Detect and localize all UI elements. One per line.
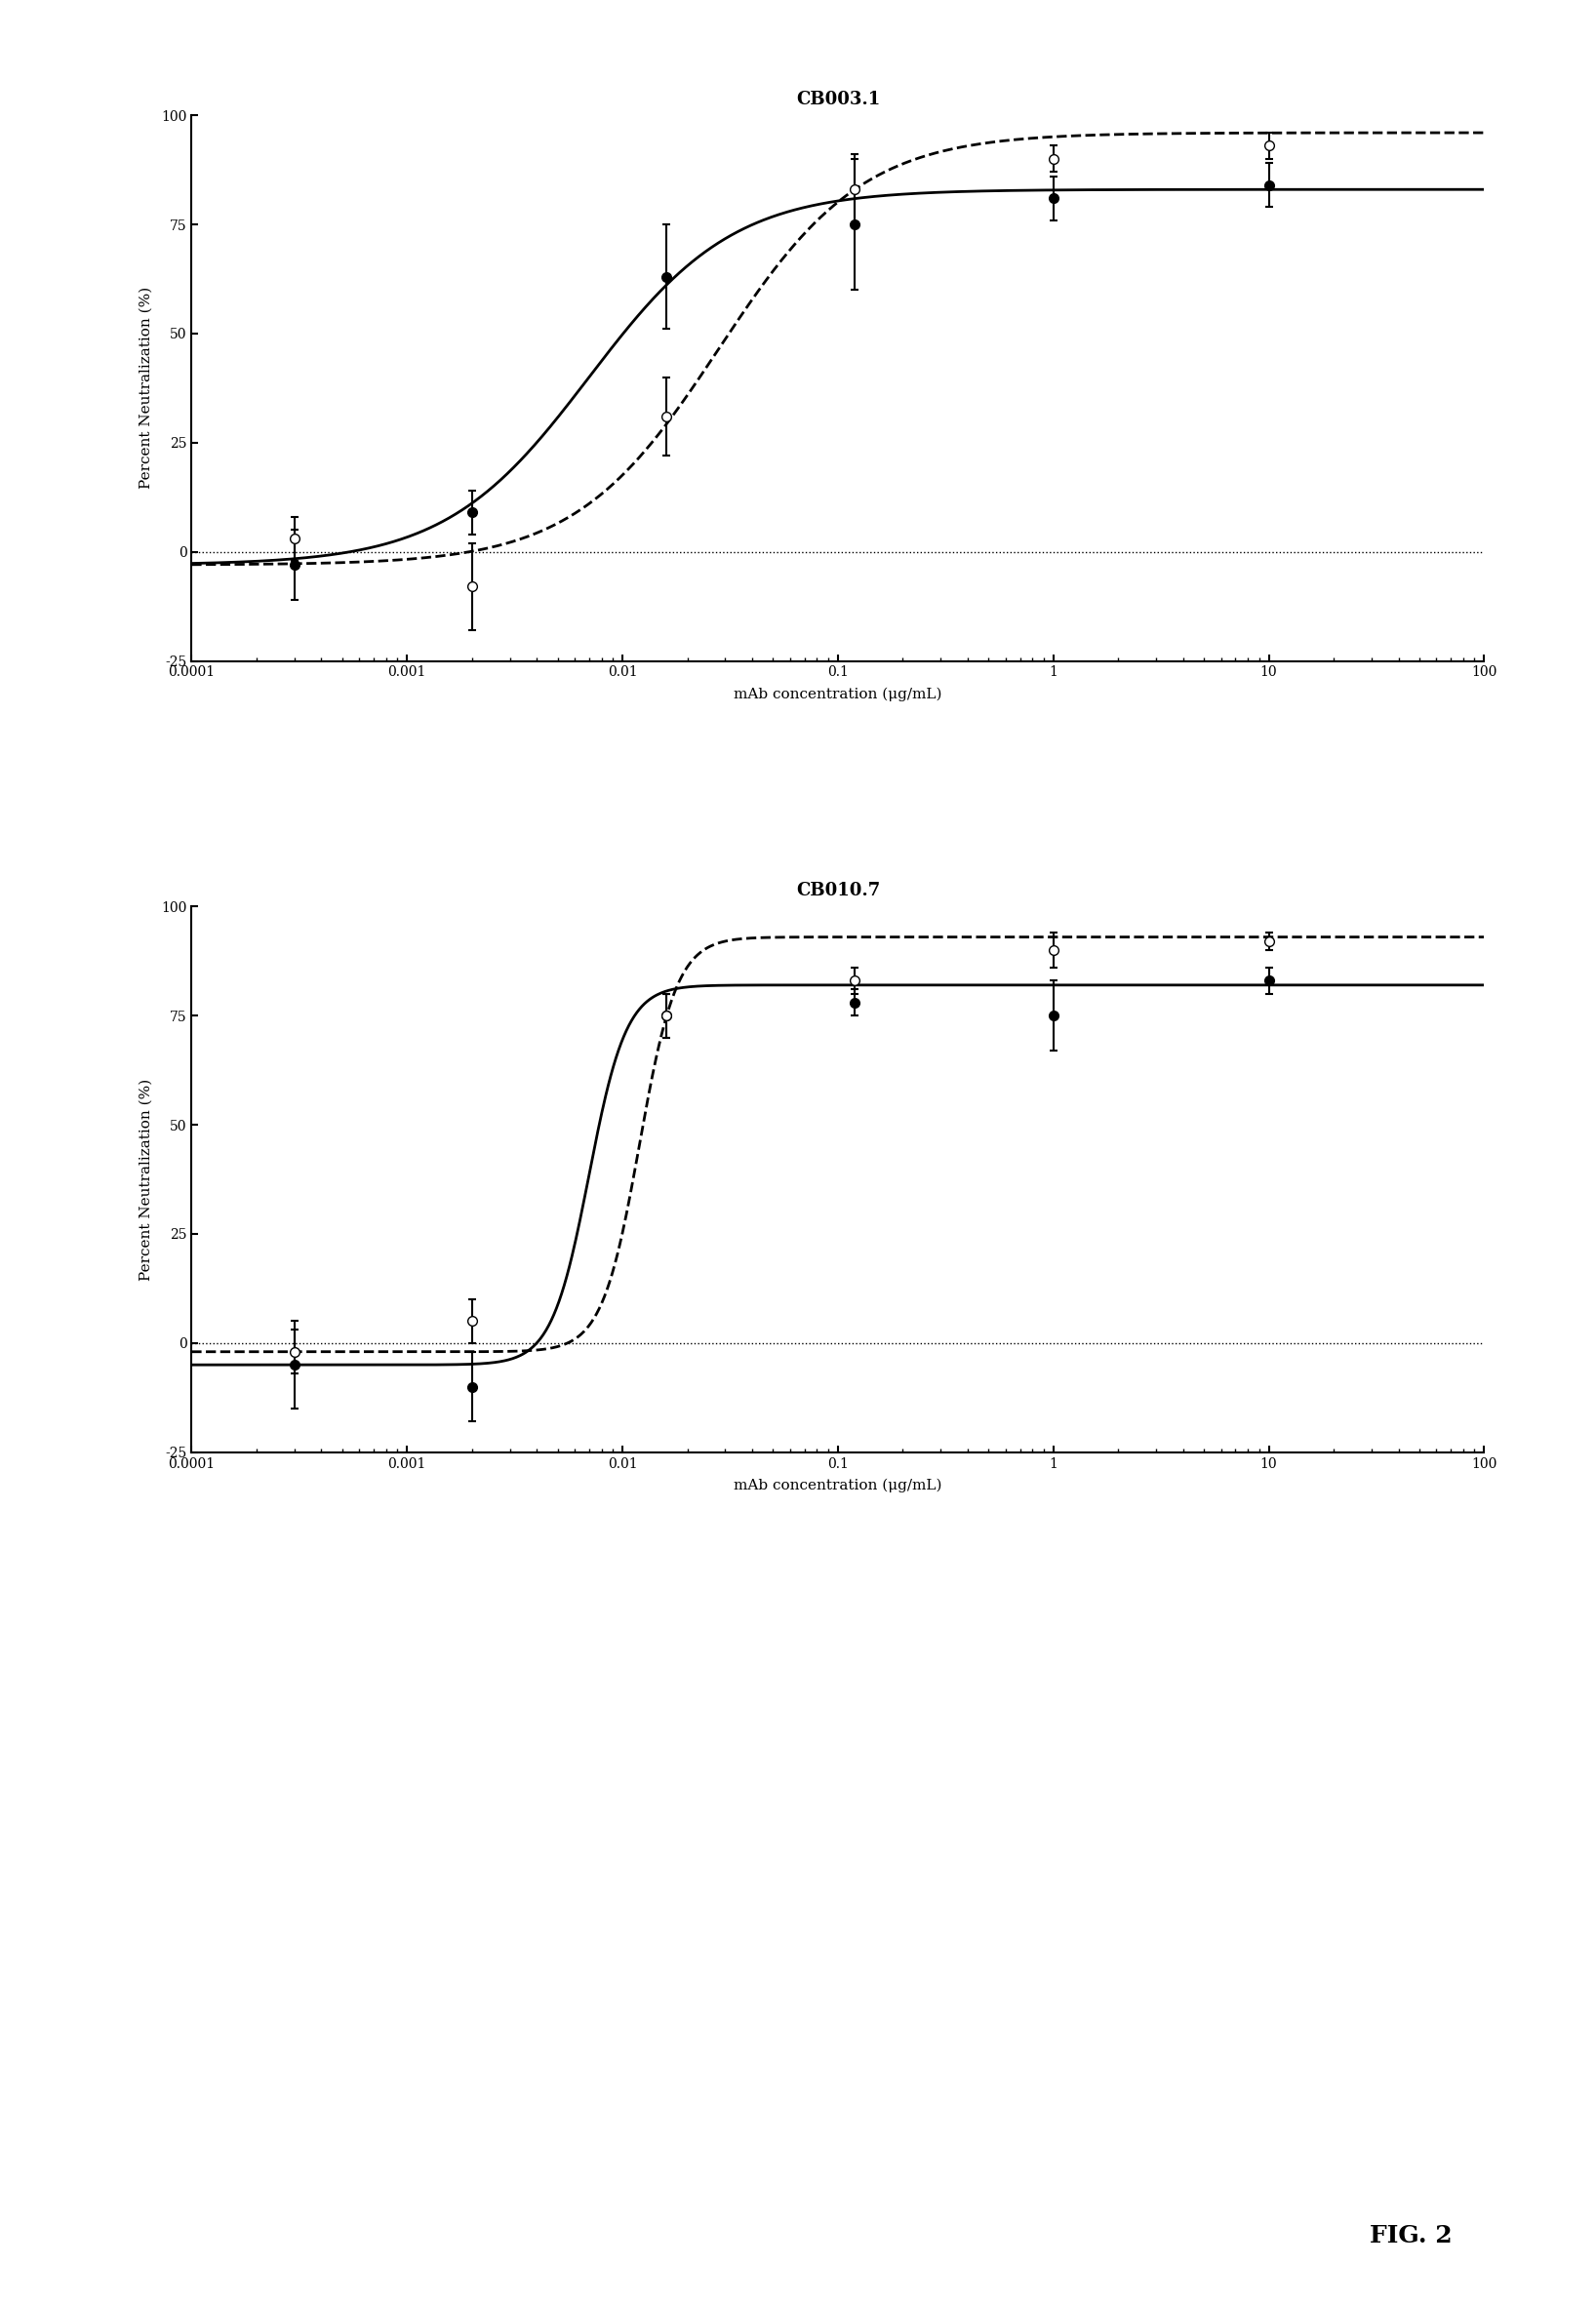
Y-axis label: Percent Neutralization (%): Percent Neutralization (%) <box>139 288 153 489</box>
Title: CB003.1: CB003.1 <box>796 90 879 108</box>
X-axis label: mAb concentration (μg/mL): mAb concentration (μg/mL) <box>734 687 942 701</box>
Text: FIG. 2: FIG. 2 <box>1369 2224 1452 2247</box>
X-axis label: mAb concentration (μg/mL): mAb concentration (μg/mL) <box>734 1480 942 1494</box>
Y-axis label: Percent Neutralization (%): Percent Neutralization (%) <box>139 1079 153 1279</box>
Title: CB010.7: CB010.7 <box>796 883 879 899</box>
